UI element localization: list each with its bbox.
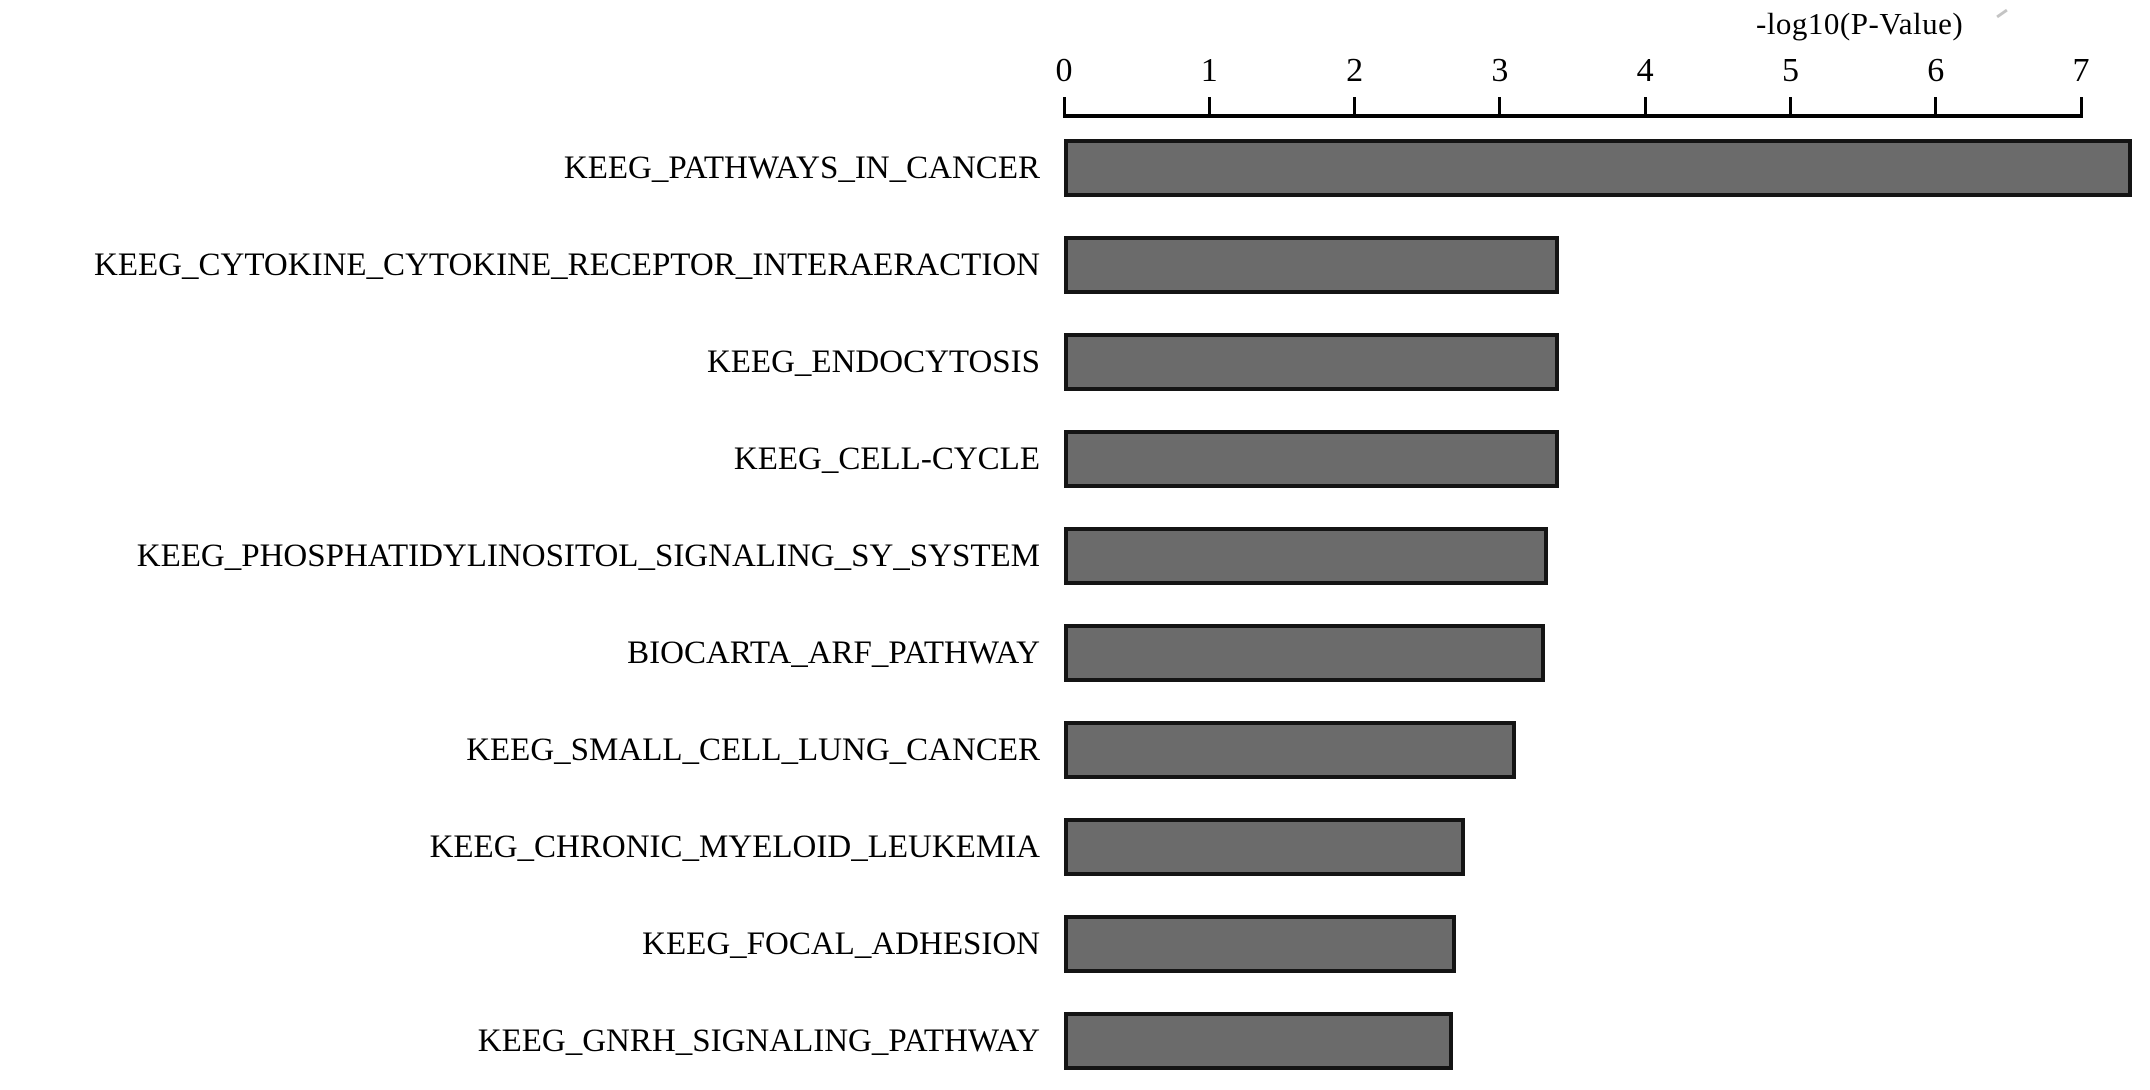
category-label: KEEG_PATHWAYS_IN_CANCER bbox=[563, 150, 1040, 186]
x-axis-tick-label: 7 bbox=[2072, 52, 2090, 89]
x-axis-tick-label: 6 bbox=[1927, 52, 1945, 89]
bar bbox=[1064, 527, 1548, 585]
x-axis-tick bbox=[2079, 97, 2083, 118]
bar bbox=[1064, 139, 2132, 197]
category-label: KEEG_ENDOCYTOSIS bbox=[706, 344, 1040, 380]
bar bbox=[1064, 818, 1465, 876]
bar bbox=[1064, 721, 1516, 779]
x-axis-tick bbox=[1062, 97, 1066, 118]
x-axis-tick-label: 5 bbox=[1781, 52, 1799, 89]
x-axis-tick bbox=[1934, 97, 1938, 118]
category-label: KEEG_CELL-CYCLE bbox=[733, 441, 1040, 477]
category-label: KEEG_CYTOKINE_CYTOKINE_RECEPTOR_INTERAER… bbox=[94, 247, 1040, 283]
bar bbox=[1064, 624, 1545, 682]
x-axis-tick bbox=[1207, 97, 1211, 118]
x-axis-title: -log10(P-Value) bbox=[1756, 6, 1964, 41]
x-axis-tick bbox=[1788, 97, 1792, 118]
category-label: KEEG_FOCAL_ADHESION bbox=[642, 926, 1040, 962]
category-label: KEEG_CHRONIC_MYELOID_LEUKEMIA bbox=[429, 829, 1040, 865]
x-axis-tick-label: 2 bbox=[1346, 52, 1364, 89]
scan-artifact-speck bbox=[1996, 8, 2008, 19]
category-label: KEEG_GNRH_SIGNALING_PATHWAY bbox=[477, 1023, 1040, 1059]
bar bbox=[1064, 430, 1559, 488]
x-axis-tick-label: 1 bbox=[1200, 52, 1218, 89]
x-axis-tick-label: 4 bbox=[1636, 52, 1654, 89]
x-axis-tick bbox=[1353, 97, 1357, 118]
bar bbox=[1064, 236, 1559, 294]
bar bbox=[1064, 1012, 1453, 1070]
category-label: KEEG_SMALL_CELL_LUNG_CANCER bbox=[466, 732, 1040, 768]
category-label: BIOCARTA_ARF_PATHWAY bbox=[627, 635, 1040, 671]
bar bbox=[1064, 915, 1456, 973]
x-axis-line bbox=[1063, 114, 2083, 118]
x-axis-tick-label: 0 bbox=[1055, 52, 1073, 89]
category-label: KEEG_PHOSPHATIDYLINOSITOL_SIGNALING_SY_S… bbox=[136, 538, 1040, 574]
x-axis-tick-label: 3 bbox=[1491, 52, 1509, 89]
bar bbox=[1064, 333, 1559, 391]
x-axis-tick bbox=[1498, 97, 1502, 118]
x-axis-tick bbox=[1643, 97, 1647, 118]
